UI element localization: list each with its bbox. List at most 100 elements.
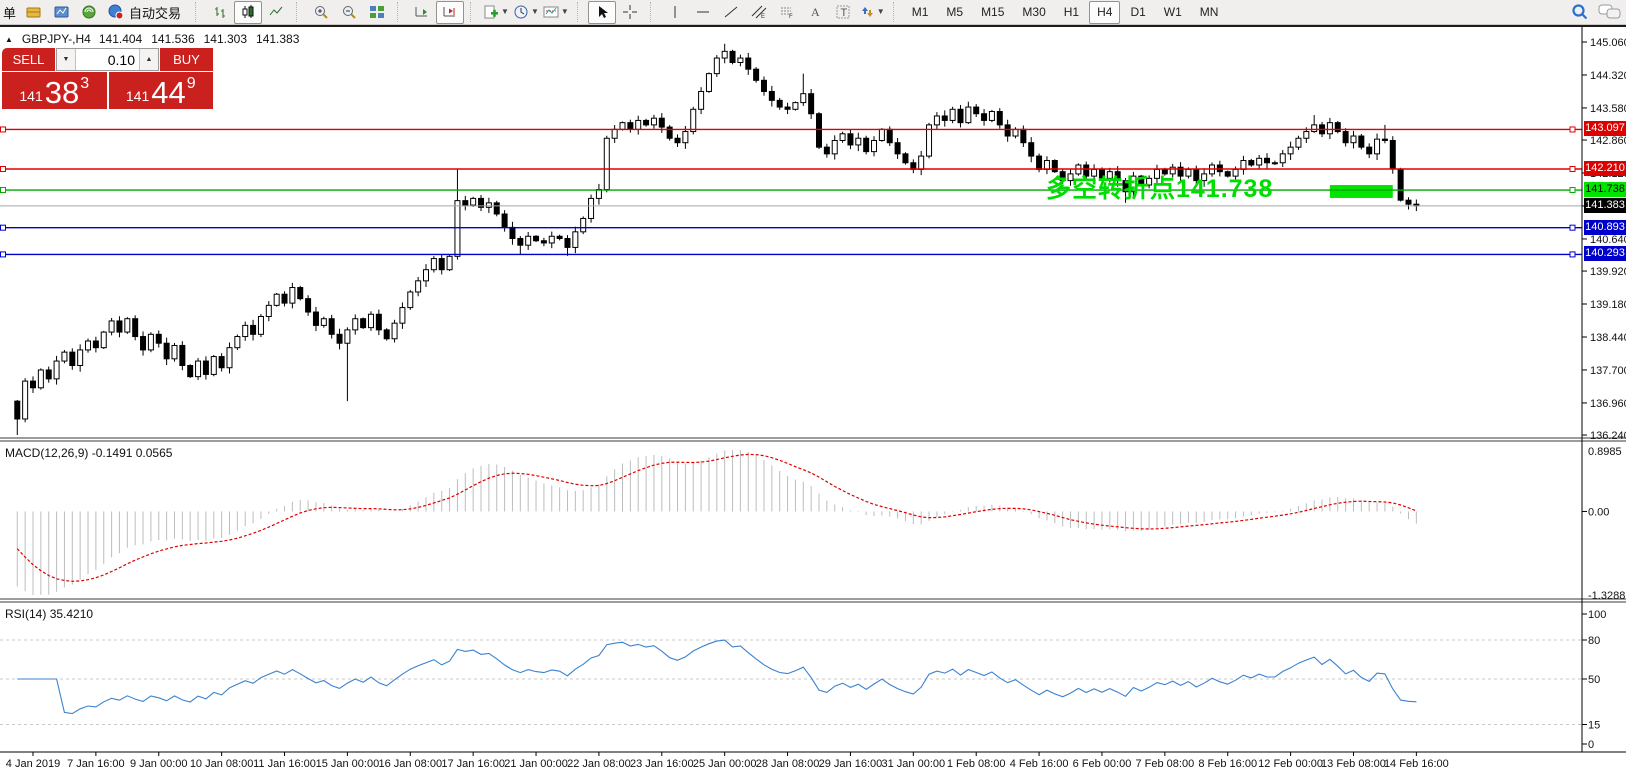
volume-increase-button[interactable]: ▲ bbox=[139, 49, 158, 70]
toolbar-separator bbox=[892, 2, 900, 22]
timeframe-w1-button[interactable]: W1 bbox=[1163, 4, 1182, 19]
arrows-button[interactable]: ▼ bbox=[857, 1, 887, 24]
rsi-axis-label: 50 bbox=[1588, 674, 1600, 686]
candle-body bbox=[124, 318, 131, 333]
zoom-out-icon bbox=[342, 6, 356, 19]
candle-body bbox=[234, 336, 241, 349]
horizontal-line-button[interactable] bbox=[689, 1, 717, 24]
level-handle bbox=[1569, 251, 1576, 258]
green-rectangle-object[interactable] bbox=[1329, 185, 1393, 198]
charts-button[interactable] bbox=[47, 1, 75, 24]
zoom-in-button[interactable] bbox=[307, 1, 335, 24]
price-chart-canvas[interactable]: 145.060144.320143.580142.860142.120141.3… bbox=[0, 27, 1626, 772]
candle-body bbox=[132, 318, 139, 338]
order-button[interactable]: 单 bbox=[3, 5, 17, 21]
candle-body bbox=[580, 217, 587, 233]
label-button[interactable]: T bbox=[829, 1, 857, 24]
timeframe-h1-button[interactable]: H1 bbox=[1063, 4, 1080, 19]
candle-body bbox=[949, 108, 956, 121]
candle-body bbox=[289, 287, 296, 304]
candle-body bbox=[988, 111, 995, 121]
collapse-triangle-icon[interactable]: ▲ bbox=[5, 34, 13, 44]
bar-chart-button[interactable] bbox=[206, 1, 234, 24]
candle-body bbox=[933, 115, 940, 126]
price-tick-label: 143.580 bbox=[1590, 103, 1626, 115]
periods-button[interactable]: ▼ bbox=[511, 1, 541, 24]
time-tick-label: 8 Feb 16:00 bbox=[1198, 758, 1257, 770]
level-price-label-142.210: 142.210 bbox=[1584, 160, 1626, 176]
candle-body bbox=[305, 298, 312, 313]
indicators-button[interactable]: ▼ bbox=[481, 1, 511, 24]
candle-body bbox=[957, 108, 964, 124]
level-handle bbox=[0, 126, 6, 133]
candle-body bbox=[273, 293, 280, 306]
candle-body bbox=[533, 235, 540, 242]
line-chart-button[interactable] bbox=[262, 1, 290, 24]
time-tick-label: 22 Jan 08:00 bbox=[567, 758, 631, 770]
candlestick-series bbox=[14, 43, 1420, 436]
fibonacci-button[interactable]: F bbox=[773, 1, 801, 24]
toolbar-separator bbox=[195, 2, 202, 22]
candle-body bbox=[430, 258, 437, 271]
candlestick-chart-button[interactable] bbox=[234, 0, 263, 24]
candle-body bbox=[1051, 160, 1058, 173]
buy-button[interactable]: BUY bbox=[160, 48, 213, 71]
candle-body bbox=[53, 360, 60, 380]
timeframe-m15-button[interactable]: M15 bbox=[981, 4, 1005, 19]
candle-body bbox=[595, 188, 602, 199]
auto-scroll-button[interactable] bbox=[408, 1, 436, 24]
sell-price-big: 38 bbox=[44, 75, 80, 110]
text-button[interactable]: A bbox=[801, 1, 829, 24]
candle-body bbox=[61, 351, 68, 362]
volume-spinner: ▼ ▲ bbox=[56, 48, 159, 71]
sell-button[interactable]: SELL bbox=[2, 48, 55, 71]
timeframe-group: M1 M5 M15 M30 H1 H4 D1 W1 MN bbox=[904, 0, 1227, 24]
templates-button[interactable]: ▼ bbox=[541, 1, 571, 24]
trendline-button[interactable] bbox=[717, 1, 745, 24]
timeframe-m1-button[interactable]: M1 bbox=[911, 4, 929, 19]
candle-body bbox=[1036, 155, 1043, 170]
timeframe-m5-button[interactable]: M5 bbox=[946, 4, 964, 19]
timeframe-m30-button[interactable]: M30 bbox=[1022, 4, 1046, 19]
autotrading-button[interactable]: 自动交易 bbox=[103, 1, 189, 24]
candle-body bbox=[1248, 160, 1255, 166]
rsi-value: 35.4210 bbox=[49, 607, 94, 621]
sell-price-prefix: 141 bbox=[19, 88, 43, 104]
volume-decrease-button[interactable]: ▼ bbox=[57, 49, 76, 70]
chat-icon[interactable] bbox=[1598, 2, 1622, 22]
search-icon[interactable] bbox=[1570, 2, 1590, 22]
buy-price-button[interactable]: 141 44 9 bbox=[108, 72, 213, 109]
chart-shift-button[interactable] bbox=[436, 0, 465, 24]
price-tick-label: 145.060 bbox=[1590, 37, 1626, 49]
candle-body bbox=[682, 131, 689, 144]
candle-body bbox=[210, 356, 217, 375]
timeframe-d1-button[interactable]: D1 bbox=[1130, 4, 1146, 19]
templates-dropdown-caret: ▼ bbox=[560, 7, 569, 16]
candle-body bbox=[100, 331, 107, 349]
candle-body bbox=[1122, 180, 1129, 193]
market-watch-button[interactable] bbox=[19, 1, 47, 24]
candle-body bbox=[478, 197, 485, 208]
tile-windows-icon bbox=[370, 6, 385, 18]
one-click-trading-panel: SELL ▼ ▲ BUY 141 38 3 141 44 9 bbox=[2, 48, 213, 109]
market-watch-icon bbox=[26, 7, 41, 18]
channel-button[interactable]: E bbox=[745, 1, 773, 24]
timeframe-h4-button[interactable]: H4 bbox=[1089, 0, 1121, 24]
candle-body bbox=[344, 329, 351, 344]
tile-windows-button[interactable] bbox=[363, 1, 391, 24]
cursor-button[interactable] bbox=[587, 0, 616, 24]
candle-body bbox=[1106, 171, 1113, 179]
trendline-icon bbox=[724, 6, 738, 18]
timeframe-mn-button[interactable]: MN bbox=[1199, 4, 1219, 19]
current-price-label: 141.383 bbox=[1584, 197, 1626, 213]
navigator-button[interactable] bbox=[75, 1, 103, 24]
volume-input[interactable] bbox=[76, 49, 139, 70]
auto-scroll-icon bbox=[415, 7, 428, 17]
sell-price-button[interactable]: 141 38 3 bbox=[2, 72, 107, 109]
vertical-line-button[interactable] bbox=[661, 1, 689, 24]
crosshair-button[interactable] bbox=[616, 1, 644, 24]
chart-annotation-text[interactable]: 多空转折点141.738 bbox=[1046, 175, 1274, 203]
candle-body bbox=[540, 240, 547, 244]
candle-body bbox=[973, 106, 980, 115]
zoom-out-button[interactable] bbox=[335, 1, 363, 24]
